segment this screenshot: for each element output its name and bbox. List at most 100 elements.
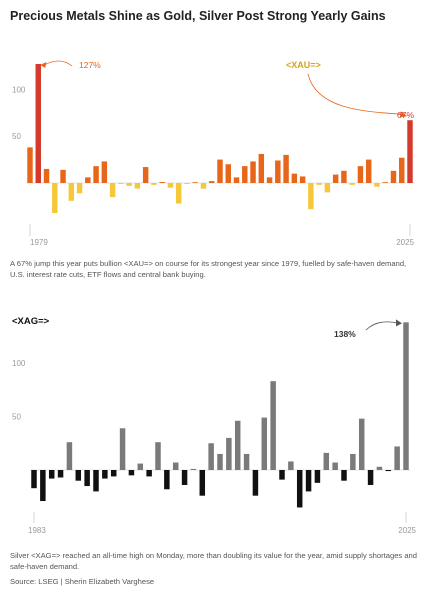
bar-2001 — [190, 468, 197, 470]
bar-2014 — [316, 183, 322, 185]
bar-1996 — [167, 183, 174, 188]
bar-2017 — [341, 170, 347, 183]
arrow-127 — [42, 60, 73, 67]
bar-1999 — [172, 462, 179, 470]
x-label-start: 1983 — [28, 526, 46, 535]
bar-2014 — [305, 470, 312, 492]
bar-2005 — [242, 166, 248, 183]
arrow-67 — [307, 73, 406, 115]
bar-2009 — [261, 417, 268, 470]
bar-2018 — [349, 183, 355, 185]
silver-ticker-label: <XAG=> — [12, 316, 50, 327]
bar-2004 — [233, 177, 240, 183]
bar-2003 — [208, 443, 214, 470]
silver-chart-svg: <XAG=> 50 100 1983 2025 138% — [12, 316, 417, 535]
silver-caption: Silver <XAG=> reached an all-time high o… — [10, 551, 417, 571]
bar-1982 — [52, 183, 58, 213]
x-label-end: 2025 — [398, 526, 416, 535]
arrow-138 — [365, 321, 400, 331]
bar-1990 — [118, 183, 124, 184]
bar-2011 — [279, 470, 285, 480]
bar-1989 — [84, 470, 90, 487]
bar-1991 — [126, 183, 132, 186]
bar-1994 — [128, 470, 135, 476]
bar-2002 — [199, 470, 206, 496]
bar-2006 — [250, 161, 256, 183]
bar-2024 — [394, 446, 400, 470]
annotation-67: 67% — [397, 110, 414, 120]
bar-2000 — [181, 470, 188, 485]
bar-1998 — [184, 183, 190, 184]
bar-2001 — [209, 181, 215, 183]
bar-2015 — [324, 183, 331, 193]
x-label-end: 2025 — [396, 238, 414, 247]
bar-1984 — [68, 183, 75, 201]
bar-2016 — [323, 452, 330, 470]
bar-2007 — [243, 453, 250, 470]
bar-1983 — [60, 169, 66, 183]
bar-2012 — [288, 461, 294, 470]
bar-2021 — [367, 470, 374, 485]
y-tick-label: 100 — [12, 85, 26, 94]
bar-2021 — [374, 183, 380, 187]
bar-1988 — [101, 161, 108, 183]
bar-2012 — [299, 176, 306, 183]
bar-2020 — [358, 418, 365, 470]
bar-1991 — [102, 470, 108, 479]
bar-1993 — [142, 167, 149, 183]
gold-chart: 50 100 1979 2025 127% <XAU=> 67% — [0, 24, 428, 256]
gold-caption: A 67% jump this year puts bullion <XAU=>… — [10, 259, 407, 279]
bar-2017 — [332, 462, 338, 470]
y-tick-label: 100 — [12, 359, 26, 368]
bar-2025 — [403, 322, 409, 470]
arrowhead-138 — [396, 319, 402, 327]
bar-2005 — [226, 437, 232, 470]
bar-1985 — [76, 183, 83, 194]
bar-2007 — [258, 153, 265, 183]
bar-1987 — [93, 166, 99, 183]
bar-1992 — [110, 470, 117, 477]
gold-chart-svg: 50 100 1979 2025 127% <XAU=> 67% — [12, 60, 415, 247]
bar-1995 — [137, 463, 144, 470]
annotation-138: 138% — [334, 329, 356, 339]
bar-2002 — [217, 159, 223, 183]
bar-1999 — [192, 182, 198, 183]
bar-1996 — [146, 470, 152, 477]
bar-1985 — [48, 470, 55, 479]
bar-2013 — [308, 183, 314, 210]
bar-2013 — [296, 470, 303, 508]
page-title: Precious Metals Shine as Gold, Silver Po… — [10, 9, 386, 23]
bar-1980 — [35, 64, 41, 183]
bar-1984 — [40, 470, 46, 502]
bar-1995 — [159, 182, 165, 183]
annotation-127: 127% — [79, 60, 101, 70]
bar-1988 — [75, 470, 82, 481]
gold-ticker-label: <XAU=> — [286, 60, 321, 70]
bar-1986 — [85, 177, 91, 183]
bar-2025 — [407, 120, 413, 183]
bar-2004 — [217, 453, 223, 470]
bar-2019 — [350, 453, 356, 470]
silver-chart: <XAG=> 50 100 1983 2025 138% — [0, 306, 428, 544]
bar-1994 — [151, 183, 157, 185]
bar-2010 — [283, 154, 289, 183]
bar-2023 — [390, 170, 397, 183]
bar-2015 — [314, 470, 321, 483]
source-credit: Source: LSEG | Sherin Elizabeth Varghese — [10, 577, 155, 586]
bar-2023 — [385, 470, 392, 472]
bar-1993 — [119, 428, 126, 470]
bar-1997 — [155, 442, 161, 470]
bar-2009 — [275, 160, 281, 183]
arrowhead-67 — [400, 111, 407, 118]
bar-2011 — [291, 173, 298, 183]
bar-2022 — [382, 182, 388, 183]
bar-2019 — [357, 166, 364, 183]
bar-2018 — [341, 470, 347, 481]
bar-2008 — [252, 470, 259, 496]
bar-1997 — [175, 183, 182, 204]
bar-2010 — [270, 381, 276, 470]
bar-2006 — [234, 420, 241, 470]
bar-1992 — [134, 183, 141, 189]
bar-1990 — [93, 470, 99, 492]
